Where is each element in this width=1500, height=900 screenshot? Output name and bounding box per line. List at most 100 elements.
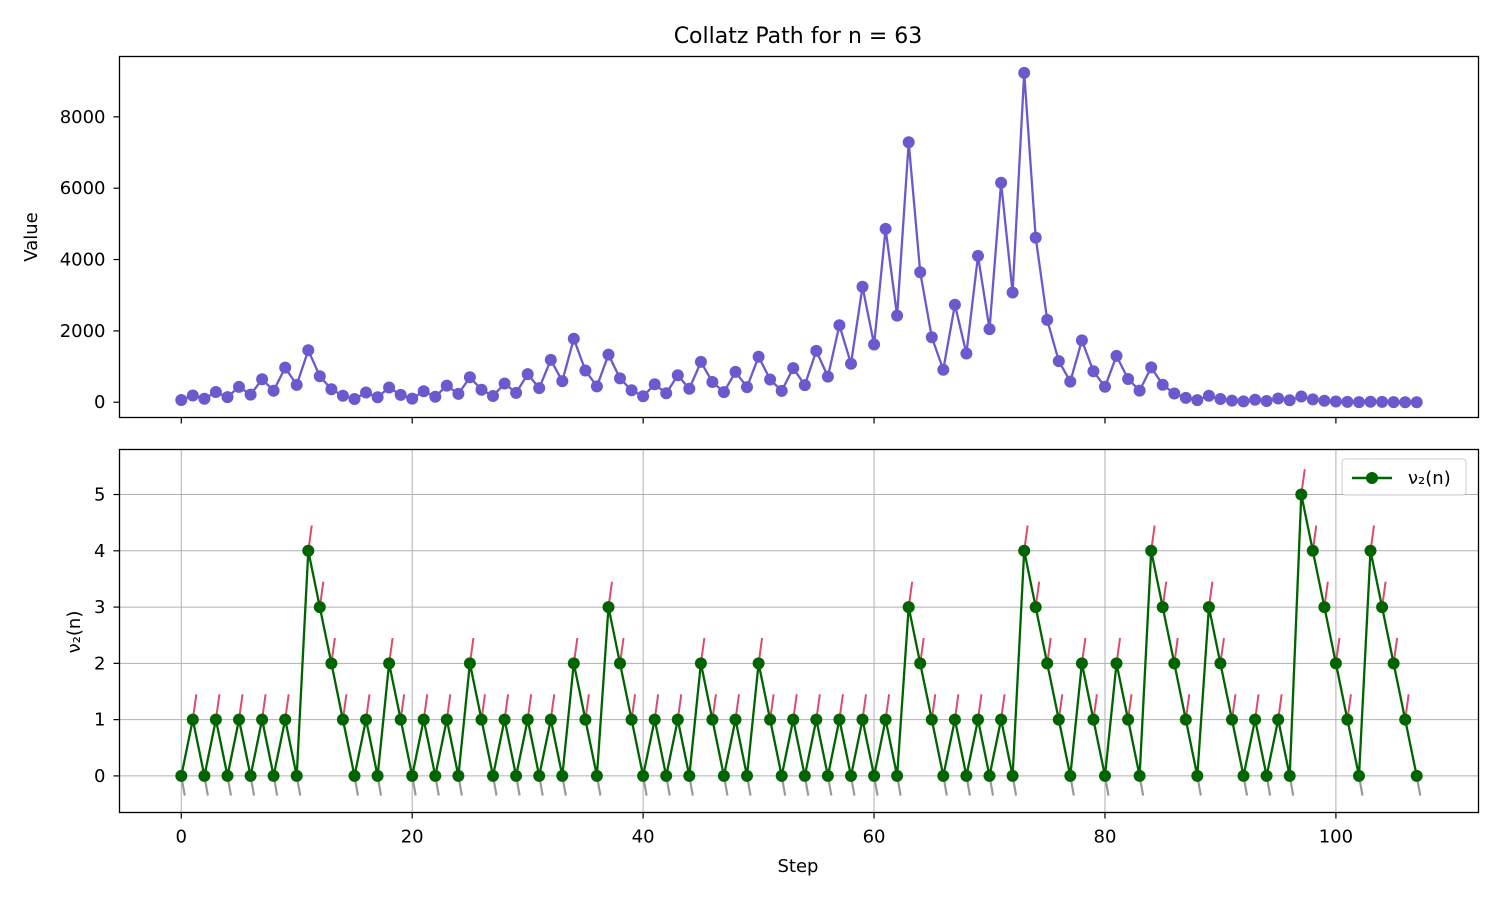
bottom-data-point: [521, 713, 534, 726]
top-data-point: [1202, 389, 1215, 402]
top-data-point: [741, 381, 753, 394]
top-data-point: [567, 332, 580, 345]
top-data-point: [717, 386, 730, 399]
top-data-point: [798, 379, 811, 392]
bottom-data-point: [1018, 544, 1031, 557]
bottom-data-point: [1318, 601, 1331, 614]
top-data-point: [787, 362, 800, 375]
bottom-data-point: [1191, 769, 1204, 782]
bottom-data-point: [948, 713, 961, 726]
bottom-data-point: [741, 769, 753, 782]
bottom-x-tick-label: 100: [1319, 827, 1353, 848]
bottom-data-point: [1006, 769, 1019, 782]
bottom-y-tick-label: 3: [94, 597, 105, 618]
bottom-data-point: [336, 713, 349, 726]
top-data-point: [694, 355, 707, 368]
top-y-ticks: 0 2000 4000 6000 8000: [60, 107, 120, 413]
bottom-data-point: [452, 769, 465, 782]
bottom-data-point: [810, 713, 823, 726]
bottom-data-point: [406, 769, 419, 782]
top-y-tick-label: 8000: [60, 107, 106, 128]
bottom-x-tick-label: 80: [1094, 827, 1117, 848]
bottom-data-point: [1272, 713, 1285, 726]
top-data-point: [440, 379, 453, 392]
bottom-data-point: [360, 713, 372, 726]
bottom-data-point: [567, 657, 580, 670]
top-data-point: [752, 350, 765, 363]
bottom-data-point: [233, 713, 245, 726]
legend-box: [1341, 458, 1467, 496]
top-data-point: [1018, 66, 1031, 79]
bottom-data-point: [972, 713, 984, 726]
bottom-data-point: [1041, 657, 1054, 670]
bottom-data-point: [371, 769, 384, 782]
top-data-point: [1087, 365, 1100, 378]
top-data-point: [625, 384, 638, 397]
top-data-point: [937, 363, 950, 376]
bottom-data-point: [775, 769, 788, 782]
bottom-data-point: [1099, 769, 1111, 782]
top-y-tick-label: 0: [94, 392, 105, 413]
top-data-point: [891, 309, 904, 322]
top-data-point: [671, 369, 684, 382]
top-data-point: [590, 380, 603, 393]
bottom-data-point: [625, 713, 638, 726]
top-data-point: [683, 382, 696, 395]
top-data-point: [175, 394, 188, 406]
top-data-point: [1283, 394, 1296, 407]
top-data-point: [498, 377, 511, 390]
top-data-point: [1145, 361, 1158, 374]
bottom-series-line: [180, 494, 1418, 777]
bottom-data-point: [1202, 601, 1215, 614]
bottom-data-point: [1145, 544, 1158, 557]
bottom-data-point: [429, 769, 442, 782]
bottom-data-point: [1399, 713, 1412, 726]
bottom-data-point: [544, 713, 557, 726]
top-data-point: [845, 357, 857, 370]
bottom-data-point: [394, 713, 407, 726]
top-data-point: [533, 382, 546, 395]
bottom-data-point: [1075, 657, 1088, 670]
top-data-point: [371, 391, 384, 404]
top-data-point: [233, 380, 245, 393]
top-data-point: [209, 386, 222, 398]
bottom-data-point: [1110, 657, 1123, 670]
bottom-data-point: [891, 769, 904, 782]
top-data-point: [1364, 395, 1377, 408]
bottom-data-point: [1341, 713, 1354, 726]
top-series-value: [175, 66, 1423, 409]
top-data-point: [1029, 231, 1042, 244]
bottom-data-point: [602, 601, 615, 614]
legend: ν₂(n): [1341, 458, 1467, 496]
top-data-point: [1064, 375, 1077, 388]
bottom-data-point: [648, 713, 661, 726]
top-data-point: [290, 378, 303, 391]
bottom-data-point: [1133, 769, 1146, 782]
top-data-point: [487, 390, 499, 402]
top-data-point: [417, 385, 430, 398]
bottom-data-point: [798, 769, 811, 782]
bottom-data-point: [579, 713, 592, 726]
bottom-data-point: [302, 544, 315, 557]
bottom-data-point: [290, 769, 303, 782]
bottom-series-nu2: [175, 488, 1423, 782]
top-y-tick-label: 4000: [60, 250, 106, 271]
top-data-point: [775, 384, 788, 397]
top-data-point: [1237, 395, 1250, 408]
bottom-x-tick-label: 60: [863, 827, 886, 848]
legend-entry-label: ν₂(n): [1408, 468, 1451, 489]
bottom-data-point: [1249, 713, 1262, 726]
bottom-data-point: [671, 713, 684, 726]
top-x-ticks: [180, 417, 1337, 424]
bottom-data-point: [833, 713, 846, 726]
top-data-point: [648, 378, 661, 391]
bottom-data-point: [694, 657, 707, 670]
top-data-point: [914, 266, 927, 279]
bottom-data-point: [856, 713, 869, 726]
top-data-point: [868, 338, 881, 351]
bottom-y-tick-label: 1: [94, 710, 105, 731]
top-data-point: [394, 388, 407, 401]
top-data-point: [302, 344, 315, 357]
bottom-y-tick-label: 0: [94, 766, 105, 787]
